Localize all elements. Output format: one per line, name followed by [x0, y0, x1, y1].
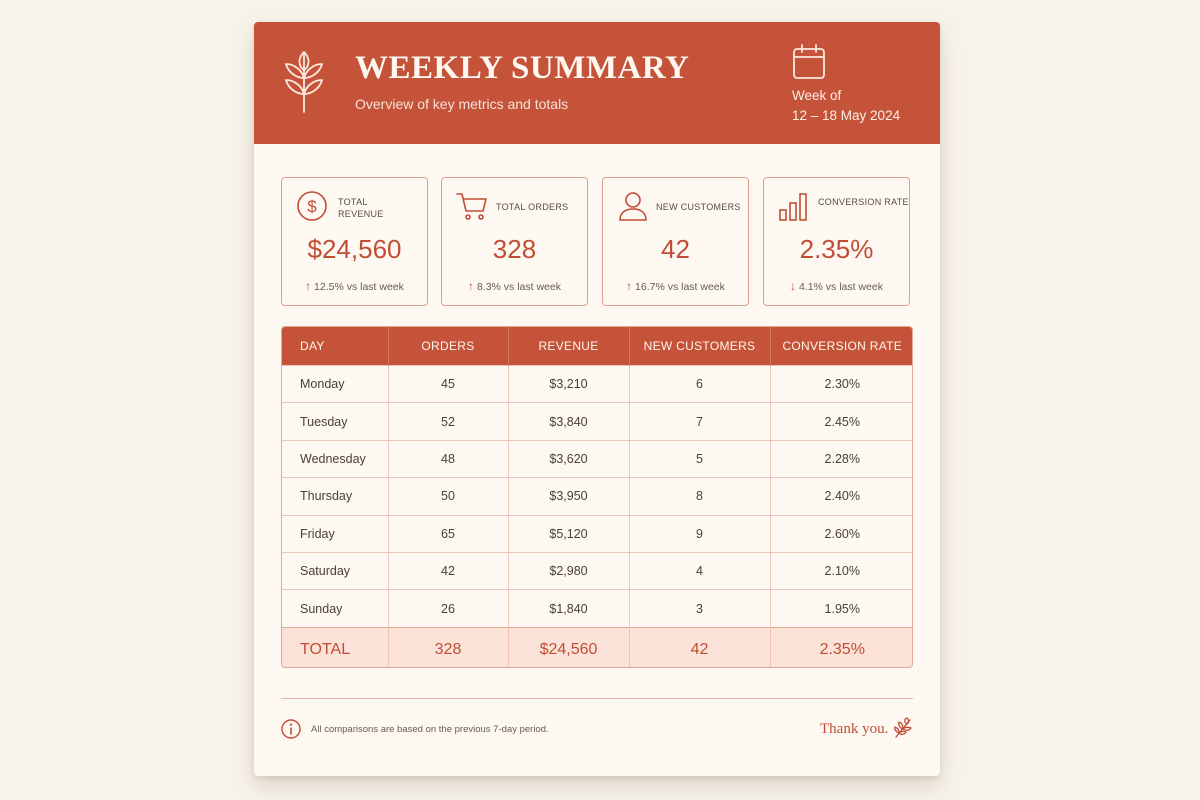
- cell-day: Wednesday: [282, 439, 389, 478]
- cell-conversion-rate: 2.45%: [770, 402, 912, 441]
- kpi-change: ↑ 16.7% vs last week: [626, 279, 725, 293]
- cell-conversion-rate: 2.60%: [770, 514, 912, 553]
- kpi-value: 2.35%: [799, 234, 874, 264]
- week-label: Week of: [792, 88, 842, 103]
- cell-new-customers: 6: [629, 364, 771, 403]
- total-label: TOTAL: [282, 626, 389, 667]
- cell-day: Tuesday: [282, 402, 389, 441]
- cell-day: Saturday: [282, 551, 389, 590]
- cell-new-customers: 4: [629, 551, 771, 590]
- cell-conversion-rate: 1.95%: [770, 589, 912, 628]
- kpi-card-total-orders: TOTAL ORDERS 328 ↑ 8.3% vs last week: [441, 177, 588, 306]
- thank-you-text: Thank you.: [820, 721, 889, 737]
- cell-conversion-rate: 2.28%: [770, 439, 912, 478]
- bar-chart-icon: [779, 193, 807, 221]
- column-header-day: DAY: [282, 327, 389, 366]
- kpi-value: 328: [492, 234, 537, 264]
- cell-day: Monday: [282, 364, 389, 403]
- kpi-change: ↑ 12.5% vs last week: [305, 279, 404, 293]
- table-row: Monday 45 $3,210 6 2.30%: [282, 364, 912, 403]
- cell-revenue: $3,210: [508, 364, 630, 403]
- cell-new-customers: 8: [629, 477, 771, 516]
- table-header-row: DAY ORDERS REVENUE NEW CUSTOMERS CONVERS…: [282, 327, 912, 366]
- cell-orders: 65: [388, 514, 509, 553]
- kpi-label: TOTAL ORDERS: [496, 202, 569, 212]
- arrow-up-icon: ↑: [626, 279, 633, 293]
- kpi-value: $24,560: [307, 234, 402, 264]
- cell-new-customers: 5: [629, 439, 771, 478]
- total-orders: 328: [388, 626, 509, 667]
- info-icon: [281, 719, 301, 739]
- table-row: Wednesday 48 $3,620 5 2.28%: [282, 439, 912, 478]
- column-header-revenue: REVENUE: [508, 327, 630, 366]
- cell-orders: 42: [388, 551, 509, 590]
- cell-orders: 48: [388, 439, 509, 478]
- cell-day: Thursday: [282, 477, 389, 516]
- svg-text:$: $: [307, 197, 317, 216]
- table-row: Friday 65 $5,120 9 2.60%: [282, 514, 912, 553]
- calendar-icon: [793, 44, 825, 79]
- cart-icon: [456, 193, 487, 220]
- kpi-label: TOTAL REVENUE: [338, 197, 384, 219]
- cell-orders: 50: [388, 477, 509, 516]
- table-row: Saturday 42 $2,980 4 2.10%: [282, 551, 912, 590]
- table-row: Sunday 26 $1,840 3 1.95%: [282, 589, 912, 628]
- header-banner: WEEKLY SUMMARY Overview of key metrics a…: [254, 22, 940, 144]
- total-new-customers: 42: [629, 626, 771, 667]
- kpi-change: ↓ 4.1% vs last week: [790, 279, 883, 293]
- table-total-row: TOTAL 328 $24,560 42 2.35%: [282, 626, 912, 667]
- daily-table: DAY ORDERS REVENUE NEW CUSTOMERS CONVERS…: [281, 326, 913, 668]
- cell-revenue: $2,980: [508, 551, 630, 590]
- total-revenue: $24,560: [508, 626, 630, 667]
- cell-revenue: $3,620: [508, 439, 630, 478]
- dollar-icon: $: [297, 191, 327, 221]
- kpi-card-total-revenue: $ TOTAL REVENUE $24,560 ↑ 12.5% vs last w…: [281, 177, 428, 306]
- cell-conversion-rate: 2.40%: [770, 477, 912, 516]
- weekly-summary-sheet: WEEKLY SUMMARY Overview of key metrics a…: [254, 22, 940, 776]
- arrow-up-icon: ↑: [468, 279, 475, 293]
- kpi-card-new-customers: NEW CUSTOMERS 42 ↑ 16.7% vs last week: [602, 177, 749, 306]
- table-row: Thursday 50 $3,950 8 2.40%: [282, 477, 912, 516]
- arrow-down-icon: ↓: [790, 279, 797, 293]
- cell-new-customers: 7: [629, 402, 771, 441]
- cell-conversion-rate: 2.10%: [770, 551, 912, 590]
- column-header-conversion-rate: CONVERSION RATE: [770, 327, 912, 366]
- cell-orders: 52: [388, 402, 509, 441]
- arrow-up-icon: ↑: [305, 279, 312, 293]
- sprig-icon: [894, 717, 912, 738]
- cell-new-customers: 3: [629, 589, 771, 628]
- cell-revenue: $3,950: [508, 477, 630, 516]
- cell-day: Sunday: [282, 589, 389, 628]
- cell-revenue: $1,840: [508, 589, 630, 628]
- cell-new-customers: 9: [629, 514, 771, 553]
- total-conversion-rate: 2.35%: [770, 626, 912, 667]
- cell-revenue: $5,120: [508, 514, 630, 553]
- kpi-label: NEW CUSTOMERS: [656, 202, 741, 212]
- table-row: Tuesday 52 $3,840 7 2.45%: [282, 402, 912, 441]
- user-icon: [619, 192, 647, 221]
- cell-conversion-rate: 2.30%: [770, 364, 912, 403]
- footnote: All comparisons are based on the previou…: [311, 724, 549, 735]
- cell-day: Friday: [282, 514, 389, 553]
- kpi-value: 42: [661, 234, 690, 264]
- footer-divider: [281, 698, 913, 699]
- cell-orders: 26: [388, 589, 509, 628]
- week-range: 12 – 18 May 2024: [792, 108, 901, 123]
- page-title: WEEKLY SUMMARY: [355, 50, 690, 86]
- cell-revenue: $3,840: [508, 402, 630, 441]
- kpi-label: CONVERSION RATE: [818, 197, 909, 207]
- column-header-new-customers: NEW CUSTOMERS: [629, 327, 771, 366]
- leaf-branch-icon: [285, 51, 323, 113]
- cell-orders: 45: [388, 364, 509, 403]
- page-subtitle: Overview of key metrics and totals: [355, 96, 569, 112]
- kpi-change: ↑ 8.3% vs last week: [468, 279, 561, 293]
- column-header-orders: ORDERS: [388, 327, 509, 366]
- kpi-card-conversion-rate: CONVERSION RATE 2.35% ↓ 4.1% vs last wee…: [763, 177, 910, 306]
